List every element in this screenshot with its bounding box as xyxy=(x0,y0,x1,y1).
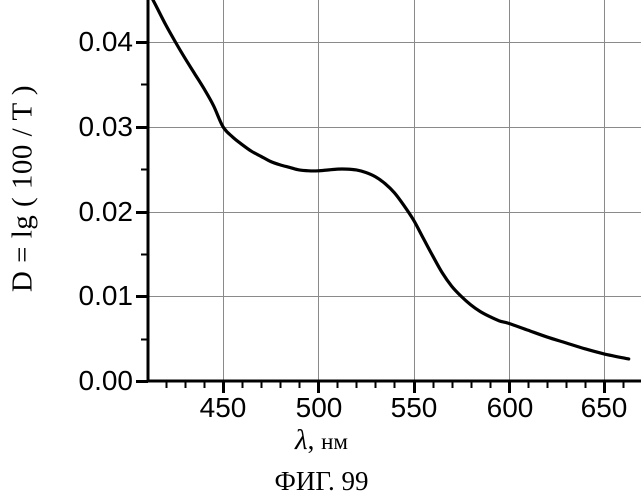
y-axis-title: D = lg ( 100 / T ) xyxy=(7,19,40,359)
data-curve-optical-density xyxy=(151,0,629,359)
y-tick-label-1: 0.01 xyxy=(63,280,133,312)
y-tick-label-4: 0.04 xyxy=(63,26,133,58)
x-tick-label-650: 650 xyxy=(559,392,643,424)
x-tick-label-550: 550 xyxy=(369,392,459,424)
x-tick-label-450: 450 xyxy=(178,392,268,424)
figure-caption: ФИГ. 99 xyxy=(0,466,643,497)
y-tick-label-3: 0.03 xyxy=(63,111,133,143)
x-tick-label-500: 500 xyxy=(274,392,364,424)
horizontal-gridlines xyxy=(147,43,641,297)
x-axis-title: λ, нм xyxy=(0,424,643,457)
x-title-separator: , xyxy=(308,425,315,455)
figure-container: 0.00 0.01 0.02 0.03 0.04 450 500 550 600… xyxy=(0,0,643,500)
y-axis-ticks xyxy=(136,43,148,382)
x-tick-label-600: 600 xyxy=(465,392,555,424)
vertical-gridlines xyxy=(224,0,605,381)
y-tick-label-2: 0.02 xyxy=(63,196,133,228)
x-title-unit: нм xyxy=(321,429,348,454)
lambda-symbol: λ xyxy=(295,424,308,456)
y-tick-label-0: 0.00 xyxy=(63,365,133,397)
